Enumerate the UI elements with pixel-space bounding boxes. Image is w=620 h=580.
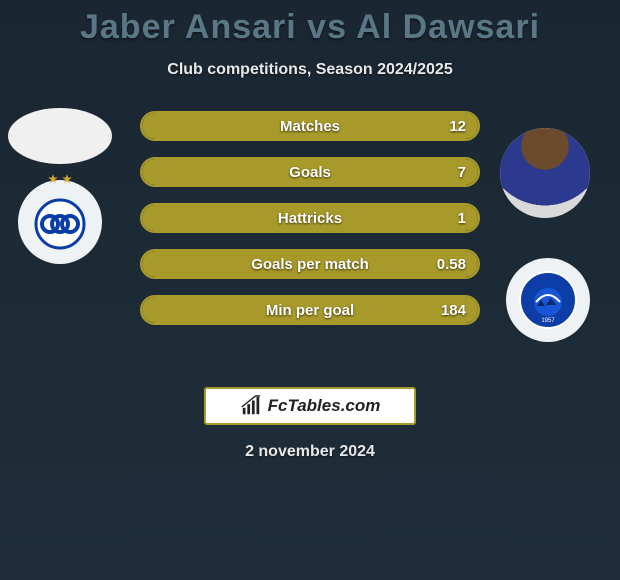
stat-bar: Matches 12 — [140, 111, 480, 141]
stat-value-right: 0.58 — [437, 256, 466, 273]
stats-bars: Matches 12 Goals 7 Hattricks 1 Goals per match… — [140, 111, 480, 341]
stat-label: Hattricks — [278, 210, 342, 227]
stat-label: Goals — [289, 164, 331, 181]
stat-label: Goals per match — [251, 256, 369, 273]
stat-value-right: 1 — [458, 210, 466, 227]
stat-value-right: 184 — [441, 302, 466, 319]
chart-icon — [240, 395, 262, 417]
brand-badge[interactable]: FcTables.com — [204, 387, 416, 425]
stat-bar: Goals per match 0.58 — [140, 249, 480, 279]
date-label: 2 november 2024 — [0, 443, 620, 461]
stat-bar: Min per goal 184 — [140, 295, 480, 325]
brand-label: FcTables.com — [268, 396, 381, 416]
page-title: Jaber Ansari vs Al Dawsari — [0, 0, 620, 47]
stat-value-right: 12 — [449, 118, 466, 135]
stat-label: Matches — [280, 118, 340, 135]
stat-value-right: 7 — [458, 164, 466, 181]
stat-bar: Goals 7 — [140, 157, 480, 187]
subtitle: Club competitions, Season 2024/2025 — [0, 61, 620, 79]
stat-label: Min per goal — [266, 302, 354, 319]
stat-bar: Hattricks 1 — [140, 203, 480, 233]
